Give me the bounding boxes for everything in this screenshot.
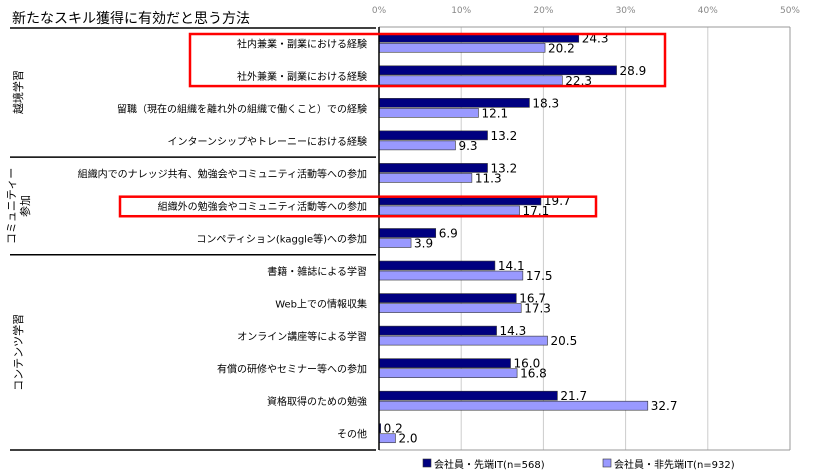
- highlight-box: [118, 195, 598, 218]
- data-label: 21.7: [560, 389, 587, 403]
- bar-non-advanced-it: [378, 173, 473, 183]
- group-label: コミュニティー参加: [5, 168, 32, 244]
- data-label: 32.7: [651, 399, 678, 413]
- data-label: 17.5: [526, 269, 553, 283]
- data-label: 17.3: [524, 302, 551, 316]
- category-label: 資格取得のための勉強: [267, 395, 367, 408]
- bar-non-advanced-it: [378, 42, 546, 53]
- data-label: 28.9: [620, 64, 647, 78]
- bar-non-advanced-it: [378, 368, 518, 378]
- data-label: 13.2: [491, 161, 518, 175]
- group-label: コンテンツ学習: [11, 314, 25, 391]
- category-label: その他: [337, 428, 367, 441]
- x-tick-label: 0%: [372, 6, 387, 16]
- category-label: インターンシップやトレーニーにおける経験: [168, 135, 368, 148]
- bar-non-advanced-it: [378, 238, 412, 248]
- category-label: Web上での情報収集: [275, 298, 367, 311]
- bar-advanced-it: [378, 390, 558, 401]
- legend-label: 会社員・先端IT(n=568): [434, 458, 545, 471]
- data-label: 16.8: [520, 367, 547, 381]
- data-label: 12.1: [481, 106, 508, 120]
- x-tick-label: 50%: [780, 6, 800, 16]
- highlight-box: [188, 32, 667, 88]
- group-label-line: コミュニティー: [5, 168, 18, 244]
- category-label: 書籍・雑誌による学習: [267, 265, 367, 278]
- bar-non-advanced-it: [378, 433, 396, 444]
- data-label: 11.3: [475, 171, 502, 185]
- category-label: 社内兼業・副業における経験: [237, 37, 367, 50]
- data-label: 22.3: [565, 74, 592, 88]
- legend-label: 会社員・非先端IT(n=932): [614, 458, 735, 471]
- group-label-line: 参加: [18, 195, 32, 217]
- data-label: 9.3: [458, 139, 477, 153]
- data-label: 0.2: [384, 422, 403, 436]
- data-label: 14.3: [500, 324, 527, 338]
- bar-non-advanced-it: [378, 270, 524, 281]
- data-label: 20.2: [548, 41, 575, 55]
- data-label: 2.0: [398, 432, 417, 446]
- category-label: 組織外の勉強会やコミュニティ活動等への参加: [158, 200, 367, 213]
- data-label: 16.7: [519, 292, 546, 306]
- data-label: 17.1: [523, 204, 550, 218]
- data-label: 13.2: [491, 129, 518, 143]
- bar-advanced-it: [378, 260, 496, 271]
- x-tick-label: 40%: [698, 6, 718, 16]
- bar-non-advanced-it: [378, 335, 548, 346]
- legend-swatch: [602, 458, 612, 468]
- bar-non-advanced-it: [378, 400, 649, 411]
- bar-non-advanced-it: [378, 108, 479, 118]
- data-label: 6.9: [439, 227, 458, 241]
- data-label: 16.0: [514, 357, 541, 371]
- bar-advanced-it: [378, 325, 497, 336]
- x-tick-label: 20%: [533, 6, 553, 16]
- category-label: 社外兼業・副業における経験: [237, 70, 367, 83]
- bar-non-advanced-it: [378, 205, 520, 216]
- category-label: コンペティション(kaggle等)への参加: [196, 233, 367, 246]
- data-label: 18.3: [532, 96, 559, 110]
- bar-non-advanced-it: [378, 303, 522, 313]
- group-label: 越境学習: [11, 70, 25, 114]
- data-label: 14.1: [498, 259, 525, 273]
- data-label: 20.5: [551, 334, 578, 348]
- chart-title: 新たなスキル獲得に有効だと思う方法: [12, 10, 250, 27]
- category-label: 有償の研修やセミナー等への参加: [217, 363, 367, 376]
- category-label: 組織内でのナレッジ共有、勉強会やコミュニティ活動等への参加: [78, 167, 367, 180]
- x-tick-label: 30%: [616, 6, 636, 16]
- category-label: オンライン講座等による学習: [237, 330, 367, 343]
- category-label: 留職（現在の組織を離れ外の組織で働くこと）での経験: [117, 102, 367, 115]
- legend-swatch: [422, 458, 432, 468]
- data-label: 3.9: [414, 237, 433, 251]
- bar-non-advanced-it: [378, 75, 563, 86]
- bar-non-advanced-it: [378, 140, 456, 151]
- bar-advanced-it: [378, 293, 517, 303]
- bar-advanced-it: [378, 163, 488, 173]
- x-tick-label: 10%: [451, 6, 471, 16]
- bar-advanced-it: [378, 358, 511, 368]
